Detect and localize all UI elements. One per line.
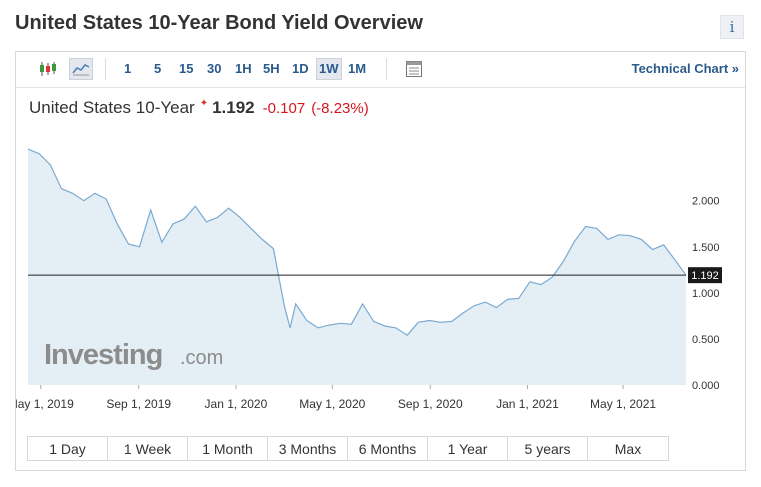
page-title: United States 10-Year Bond Yield Overvie… [15,12,423,34]
series-line [27,148,687,336]
range-max[interactable]: Max [588,437,668,460]
x-tick-label: Jan 1, 2020 [205,397,268,411]
instrument-name: United States 10-Year [29,98,195,117]
x-tick-label: May 1, 2020 [299,397,365,411]
timeframe-5[interactable]: 5 [154,61,162,76]
range-selector: 1 Day 1 Week 1 Month 3 Months 6 Months 1… [27,436,669,461]
last-price: 1.192 [212,98,255,117]
candlestick-chart-icon[interactable] [36,58,60,80]
timeframe-1[interactable]: 1 [124,61,132,76]
price-chart[interactable]: Investing .com 1.192 0.000 0.500 1.000 1.500 2.… [16,52,745,432]
x-tick-label: May 1, 2021 [590,397,656,411]
timeframe-1d[interactable]: 1D [292,61,309,76]
chart-settings-icon[interactable] [402,58,426,80]
current-value-label: 1.192 [691,270,719,282]
down-arrow-icon: ✦ [199,98,209,110]
price-change: -0.107 [262,100,306,117]
toolbar-divider [386,58,387,80]
timeframe-30[interactable]: 30 [207,61,222,76]
range-1-month[interactable]: 1 Month [188,437,268,460]
y-tick-label: 0.500 [692,334,720,346]
timeframe-1h[interactable]: 1H [235,61,252,76]
info-icon[interactable]: i [720,15,744,39]
y-tick-label: 1.000 [692,288,720,300]
timeframe-15[interactable]: 15 [179,61,194,76]
x-tick-label: Jan 1, 2021 [496,397,559,411]
y-tick-label: 1.500 [692,242,720,254]
range-3-months[interactable]: 3 Months [268,437,348,460]
range-1-day[interactable]: 1 Day [28,437,108,460]
quote-header: United States 10-Year ✦ 1.192 -0.107 (-8.23%… [29,98,369,118]
range-1-week[interactable]: 1 Week [108,437,188,460]
y-tick-label: 2.000 [692,196,720,208]
range-5-years[interactable]: 5 years [508,437,588,460]
timeframe-5h[interactable]: 5H [263,61,280,76]
y-tick-label: 0.000 [692,380,720,392]
chart-toolbar: 1 5 15 30 1H 5H 1D 1W 1M Technical Chart… [16,52,745,88]
range-1-year[interactable]: 1 Year [428,437,508,460]
investing-logo-watermark: Investing [44,339,162,371]
area-chart-icon[interactable] [69,58,93,80]
chart-widget: 1 5 15 30 1H 5H 1D 1W 1M Technical Chart… [15,51,746,471]
range-6-months[interactable]: 6 Months [348,437,428,460]
price-change-percent: (-8.23%) [311,100,369,117]
x-tick-label: Sep 1, 2020 [398,397,463,411]
timeframe-1m[interactable]: 1M [348,61,367,76]
x-tick-label: Sep 1, 2019 [106,397,171,411]
timeframe-1w[interactable]: 1W [316,58,342,80]
investing-logo-suffix: .com [180,347,223,369]
x-tick-label: May 1, 2019 [16,397,74,411]
current-value-badge [688,267,722,284]
series-area [28,149,686,385]
toolbar-divider [105,58,106,80]
technical-chart-link[interactable]: Technical Chart » [631,61,739,76]
